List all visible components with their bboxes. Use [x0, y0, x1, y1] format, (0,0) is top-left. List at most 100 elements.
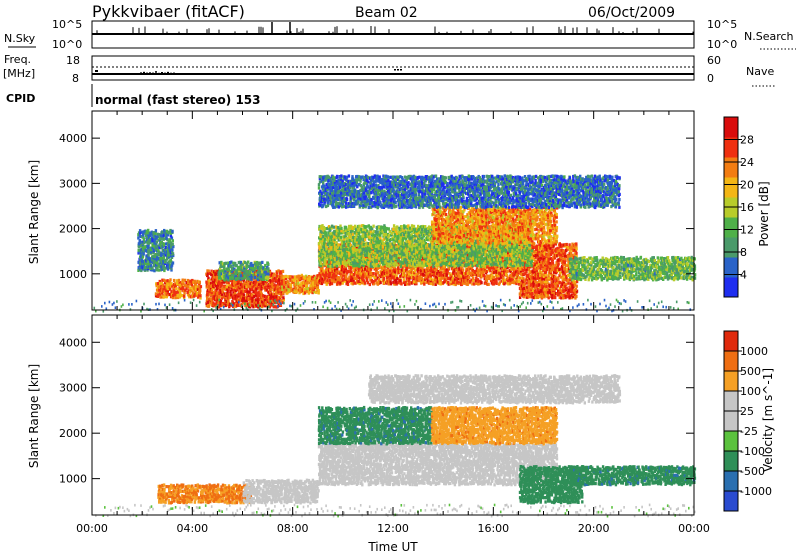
y-tick-label-1: 2000 [59, 223, 87, 236]
colorbar-tick-label: -1000 [740, 485, 772, 498]
colorbar-swatch-8 [724, 331, 738, 352]
colorbar-swatch-0 [724, 277, 738, 298]
velocity-x-axis: 00:00 04:00 08:00 12:00 16:00 20:00 00:00 [76, 315, 710, 535]
nsearch-label: N.Search [744, 30, 794, 43]
nsky-tick-bottom: 10^0 [52, 38, 82, 51]
x-tick-label-1: 04:00 [176, 522, 208, 535]
y-tick-label-0: 1000 [59, 473, 87, 486]
colorbar-swatch-7 [724, 137, 738, 158]
velocity-ylabel: Slant Range [km] [27, 364, 41, 468]
velocity-y-axis: 1000 2000 3000 4000 [59, 336, 694, 486]
colorbar-tick-label: 20 [740, 179, 754, 192]
colorbar-swatch-5 [724, 391, 738, 412]
scatter-region-0 [157, 483, 253, 505]
colorbar-tick-label: -25 [740, 425, 758, 438]
velocity-panel: 1000 2000 3000 4000 00:00 04:00 08:00 12:00 16:… [27, 314, 775, 554]
freq-label: Freq. [4, 53, 31, 66]
colorbar-tick-label: 12 [740, 224, 754, 237]
colorbar-swatch-4 [724, 411, 738, 432]
nave-label: Nave [746, 65, 774, 78]
colorbar-tick-label: 24 [740, 156, 754, 169]
velocity-colorbar-label: Velocity [m s^-1] [761, 368, 775, 472]
scatter-region-5 [367, 374, 622, 405]
y-tick-label-3: 4000 [59, 336, 87, 349]
colorbar-swatch-2 [724, 237, 738, 258]
scatter-region-6 [317, 174, 621, 210]
date-label: 06/Oct/2009 [588, 5, 675, 21]
frequency-panel: Freq. [MHz] 18 8 60 0 Nave [3, 53, 776, 87]
power-colorbar-label: Power [dB] [757, 181, 771, 246]
power-colorbar: 4 8 12 16 20 24 28 [723, 116, 754, 298]
power-y-axis: 1000 2000 3000 4000 [59, 132, 694, 281]
x-tick-label-5: 20:00 [578, 522, 610, 535]
nsky-tick-top: 10^5 [52, 18, 82, 31]
scatter-region-9 [137, 228, 175, 273]
colorbar-tick-label: -500 [740, 465, 765, 478]
power-x-ticks [91, 111, 695, 310]
velocity-xlabel: Time UT [367, 540, 418, 554]
scatter-region-6 [518, 465, 584, 505]
near-range-band [93, 298, 692, 313]
colorbar-swatch-7 [724, 351, 738, 372]
colorbar-tick-label: 8 [740, 246, 747, 259]
scatter-region-7 [518, 283, 579, 300]
nsky-trace [96, 22, 694, 34]
beam-label: Beam 02 [355, 5, 418, 21]
x-tick-label-2: 08:00 [277, 522, 309, 535]
x-tick-label-0: 00:00 [76, 522, 108, 535]
scatter-region-1 [242, 478, 320, 505]
scatter-region-8 [568, 255, 697, 282]
colorbar-tick-label: 500 [740, 365, 761, 378]
y-tick-label-2: 3000 [59, 177, 87, 190]
freq-tick-bottom: 8 [72, 72, 79, 85]
y-tick-label-2: 3000 [59, 382, 87, 395]
scatter-region-10 [217, 260, 270, 282]
cpid-panel: CPID normal (fast stereo) 153 [6, 84, 261, 107]
colorbar-tick-label: -100 [740, 445, 765, 458]
colorbar-swatch-8 [724, 117, 738, 138]
cpid-label: CPID [6, 92, 35, 105]
cpid-value: normal (fast stereo) 153 [95, 93, 261, 107]
nsearch-tick-bottom: 10^0 [707, 38, 737, 51]
colorbar-tick-label: 100 [740, 385, 761, 398]
y-tick-label-0: 1000 [59, 268, 87, 281]
nsky-label: N.Sky [4, 32, 36, 45]
colorbar-swatch-6 [724, 157, 738, 178]
colorbar-swatch-0 [724, 491, 738, 512]
nsky-panel: N.Sky 10^5 10^0 10^5 10^0 N.Search [4, 18, 796, 51]
y-tick-label-1: 2000 [59, 427, 87, 440]
colorbar-swatch-3 [724, 431, 738, 452]
colorbar-tick-label: 25 [740, 405, 754, 418]
scatter-region-5 [430, 206, 559, 246]
scatter-region-3 [317, 405, 433, 446]
freq-unit-label: [MHz] [3, 67, 35, 80]
power-heatmap [93, 174, 697, 313]
scatter-region-4 [430, 406, 559, 446]
nsearch-tick-top: 10^5 [707, 18, 737, 31]
y-tick-label-3: 4000 [59, 132, 87, 145]
colorbar-tick-label: 1000 [740, 345, 768, 358]
x-tick-label-4: 16:00 [477, 522, 509, 535]
velocity-colorbar: 1000 500 100 25 -25 -100 -500 -1000 [723, 330, 772, 512]
power-panel: 1000 2000 3000 4000 Slant Range [km] 4 8 12 16… [27, 110, 771, 313]
frequency-trace [95, 69, 402, 75]
power-ylabel: Slant Range [km] [27, 160, 41, 264]
scatter-region-7 [568, 465, 697, 487]
colorbar-tick-label: 16 [740, 201, 754, 214]
colorbar-tick-label: 4 [740, 269, 747, 282]
plot-title: Pykkvibaer (fitACF) [92, 2, 245, 21]
nave-tick-bottom: 0 [707, 72, 714, 85]
colorbar-swatch-3 [724, 217, 738, 238]
freq-tick-top: 18 [66, 54, 80, 67]
x-tick-label-3: 12:00 [377, 522, 409, 535]
colorbar-tick-label: 28 [740, 134, 754, 147]
scatter-region-0 [154, 278, 203, 300]
x-tick-label-6: 00:00 [678, 522, 710, 535]
colorbar-swatch-1 [724, 471, 738, 492]
colorbar-swatch-1 [724, 257, 738, 278]
nave-tick-top: 60 [707, 54, 721, 67]
colorbar-swatch-2 [724, 451, 738, 472]
scatter-region-2 [280, 273, 320, 296]
velocity-heatmap [95, 374, 697, 518]
